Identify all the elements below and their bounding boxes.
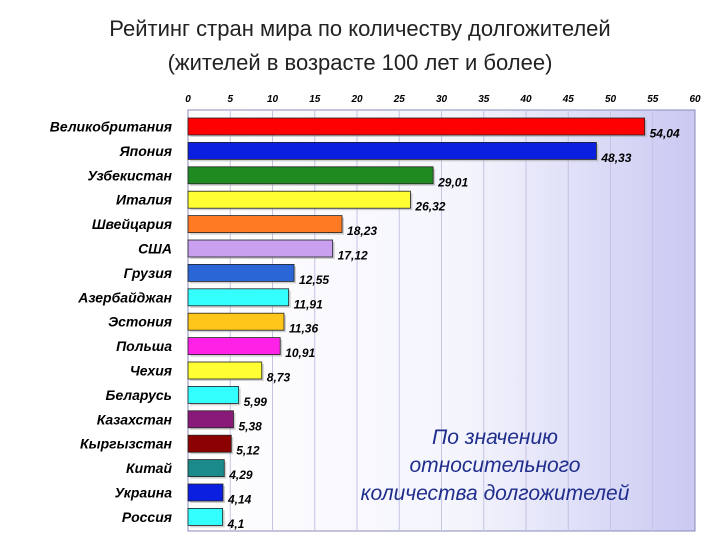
category-label: США	[138, 241, 172, 257]
x-tick-label: 0	[185, 94, 191, 105]
bar	[187, 507, 224, 526]
x-tick-label: 5	[227, 94, 233, 105]
value-label: 11,91	[294, 297, 323, 311]
value-label: 11,36	[289, 322, 318, 336]
bar	[187, 483, 224, 502]
x-tick-label: 10	[267, 94, 279, 105]
value-label: 26,32	[414, 200, 445, 214]
annotation-line-1: По значению	[432, 426, 558, 449]
value-label: 10,91	[285, 346, 315, 360]
chart-title-line-2: (жителей в возрасте 100 лет и более)	[167, 50, 553, 75]
x-tick-label: 60	[689, 94, 701, 105]
value-label: 8,73	[267, 371, 291, 385]
chart-title-line-1: Рейтинг стран мира по количеству долгожи…	[109, 16, 611, 41]
x-tick-label: 30	[436, 94, 448, 105]
value-label: 17,12	[338, 249, 368, 263]
x-tick-label: 15	[309, 94, 321, 105]
bar	[187, 312, 285, 331]
x-tick-label: 50	[605, 94, 617, 105]
x-tick-label: 55	[647, 94, 659, 105]
value-label: 29,01	[437, 175, 468, 189]
annotation-line-3: количества долгожителей	[360, 482, 630, 505]
value-label: 12,55	[299, 273, 329, 287]
x-tick-label: 45	[562, 94, 575, 105]
bar	[187, 459, 225, 478]
category-label: Чехия	[130, 363, 172, 379]
category-label: Япония	[118, 143, 172, 159]
bar	[187, 239, 334, 258]
bar	[187, 337, 281, 356]
value-label: 54,04	[650, 127, 680, 141]
category-label: Казахстан	[97, 411, 173, 427]
category-label: Великобритания	[50, 119, 172, 135]
bar	[187, 288, 290, 307]
category-label: Италия	[116, 192, 172, 208]
category-label: Польша	[116, 338, 172, 354]
chart-title: Рейтинг стран мира по количеству долгожи…	[0, 12, 720, 80]
bars: Великобритания 54,04 Япония 48,33 Узбекистан…	[50, 117, 680, 531]
value-label: 48,33	[600, 151, 631, 165]
value-label: 5,12	[236, 444, 260, 458]
category-label: Беларусь	[106, 387, 172, 403]
chart-annotation: По значению относительного количества до…	[300, 424, 690, 508]
category-label: Узбекистан	[88, 167, 173, 183]
bar	[187, 117, 646, 136]
bar	[187, 385, 240, 404]
value-label: 5,99	[244, 395, 268, 409]
category-label: Азербайджан	[77, 289, 172, 305]
bar	[187, 434, 232, 453]
category-label: Швейцария	[92, 216, 172, 232]
bar	[187, 141, 597, 160]
bar	[187, 263, 295, 282]
x-tick-label: 40	[519, 94, 532, 105]
value-label: 4,1	[227, 517, 245, 531]
annotation-line-2: относительного	[409, 454, 581, 477]
x-tick-label: 35	[478, 94, 490, 105]
category-label: Китай	[126, 460, 172, 476]
category-label: Украина	[115, 485, 173, 501]
x-tick-label: 20	[350, 94, 363, 105]
bar	[187, 190, 411, 209]
bar	[187, 215, 343, 234]
bar	[187, 166, 434, 185]
category-label: Россия	[122, 509, 172, 525]
value-label: 4,14	[227, 493, 252, 507]
category-label: Эстония	[108, 314, 172, 330]
value-label: 5,38	[238, 419, 262, 433]
x-axis-ticks: 0 5 10 15 20 25 30 35 40 45 50 55 60	[185, 94, 701, 105]
value-label: 18,23	[347, 224, 377, 238]
category-label: Грузия	[124, 265, 172, 281]
value-label: 4,29	[228, 468, 253, 482]
bar	[187, 361, 263, 380]
category-label: Кыргызстан	[80, 436, 173, 452]
x-tick-label: 25	[393, 94, 406, 105]
bar	[187, 410, 234, 429]
